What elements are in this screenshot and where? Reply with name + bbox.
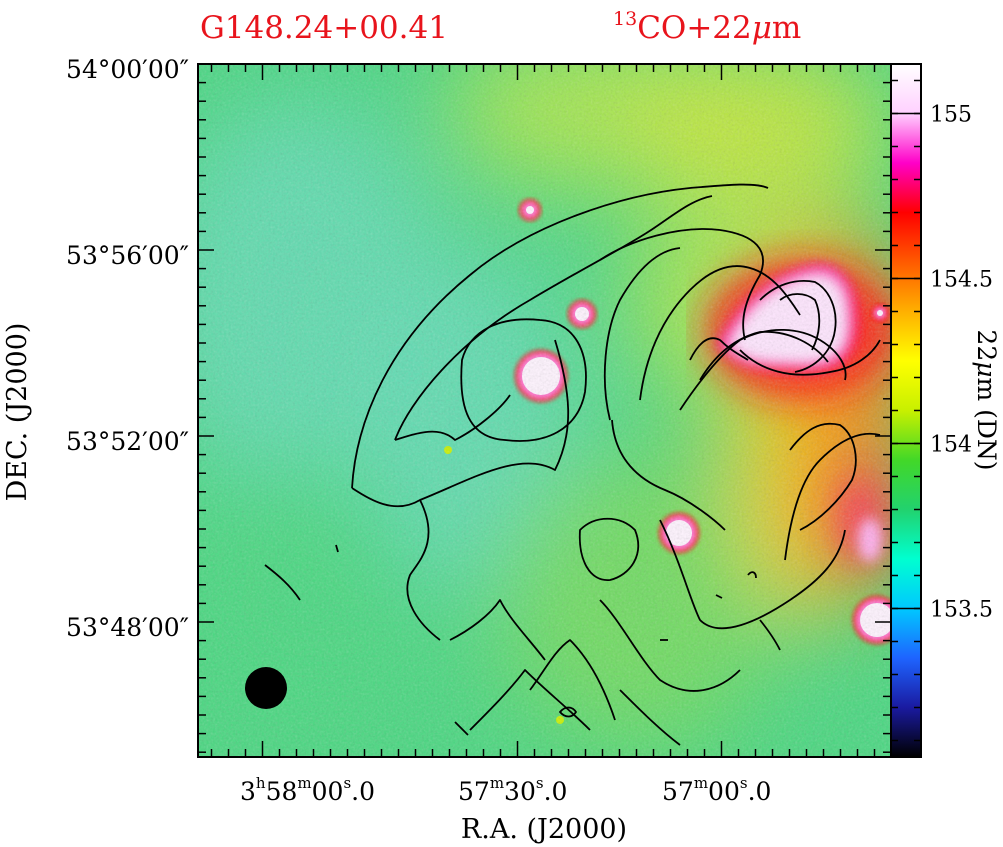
contour-line bbox=[699, 331, 829, 381]
x-tick-label: 3h58m00s.0 bbox=[240, 774, 375, 806]
contour-line bbox=[747, 571, 757, 579]
contour-line bbox=[394, 195, 713, 441]
x-tick-h-unit: h bbox=[256, 774, 266, 792]
x-tick-label: 57m00s.0 bbox=[662, 774, 771, 806]
image-noise bbox=[198, 64, 891, 757]
y-tick-label: 54°00′00″ bbox=[66, 55, 189, 84]
title-unit: m bbox=[772, 10, 801, 46]
contour-line bbox=[659, 519, 846, 630]
y-tick-label: 53°48′00″ bbox=[66, 613, 189, 642]
x-axis-label: R.A. (J2000) bbox=[461, 814, 627, 845]
colorbar-label-mu: μ bbox=[972, 361, 1001, 377]
contour-line bbox=[619, 689, 681, 746]
contour-line bbox=[739, 339, 881, 376]
colorbar-tick-labels: 155 154.5 154 153.5 bbox=[930, 103, 993, 623]
y-tick-labels: 54°00′00″ 53°56′00″ 53°52′00″ 53°48′00″ bbox=[66, 55, 189, 642]
contour-line bbox=[419, 339, 570, 501]
x-tick-s-unit: s bbox=[536, 774, 544, 792]
title-tracers-main: CO+22 bbox=[637, 10, 752, 46]
contour-line bbox=[639, 265, 801, 401]
x-tick-minutes: 58 bbox=[266, 777, 298, 806]
colorbar-label-main: 22 bbox=[972, 329, 1001, 361]
image-panel bbox=[198, 64, 891, 757]
y-tick-label: 53°52′00″ bbox=[66, 427, 189, 456]
beam-marker bbox=[245, 667, 287, 709]
x-tick-fraction: 0 bbox=[756, 777, 772, 806]
contour-line bbox=[715, 594, 723, 599]
x-tick-minutes: 57 bbox=[662, 777, 694, 806]
x-tick-s-unit: s bbox=[343, 774, 351, 792]
x-tick-fraction: 0 bbox=[359, 777, 375, 806]
contour-line bbox=[335, 544, 339, 553]
contour-line bbox=[784, 432, 881, 561]
contour-line bbox=[578, 517, 640, 581]
title-tracers: 13CO+22μm bbox=[613, 8, 801, 46]
contour-line bbox=[789, 422, 857, 531]
x-tick-m-unit: m bbox=[694, 774, 708, 792]
contour-line bbox=[603, 247, 681, 421]
x-tick-m-unit: m bbox=[490, 774, 504, 792]
colorbar-tick-label: 153.5 bbox=[930, 598, 993, 623]
colorbar-label: 22μm (DN) bbox=[972, 329, 1001, 470]
contour-line bbox=[454, 721, 469, 736]
x-tick-minutes: 57 bbox=[458, 777, 490, 806]
contour-line bbox=[264, 564, 301, 601]
x-tick-label: 57m30s.0 bbox=[458, 774, 567, 806]
contour-line bbox=[469, 669, 591, 731]
colorbar-tick-label: 154 bbox=[930, 433, 972, 458]
contour-line bbox=[689, 337, 749, 361]
contour-line bbox=[351, 183, 769, 489]
title-source: G148.24+00.41 bbox=[200, 10, 448, 46]
contour-line bbox=[351, 487, 441, 641]
contour-line bbox=[779, 293, 821, 351]
y-axis-label: DEC. (J2000) bbox=[2, 323, 33, 502]
colorbar-ticks bbox=[891, 79, 921, 742]
x-tick-fraction: 0 bbox=[552, 777, 568, 806]
contour-line bbox=[529, 639, 616, 721]
contour-line bbox=[394, 394, 511, 441]
contour-line bbox=[759, 280, 837, 373]
contour-line bbox=[559, 706, 577, 718]
contour-line bbox=[759, 619, 781, 651]
x-tick-decimal: . bbox=[351, 777, 359, 806]
contour-line bbox=[679, 328, 847, 411]
x-tick-labels: 3h58m00s.0 57m30s.0 57m00s.0 bbox=[240, 774, 771, 806]
contour-line bbox=[599, 599, 741, 692]
x-tick-seconds: 30 bbox=[504, 777, 536, 806]
x-tick-hours: 3 bbox=[240, 777, 256, 806]
contour-line bbox=[460, 318, 587, 442]
co-contours bbox=[264, 183, 881, 746]
title-superscript: 13 bbox=[613, 8, 637, 30]
x-tick-m-unit: m bbox=[297, 774, 311, 792]
title-mu: μ bbox=[752, 10, 772, 46]
y-tick-label: 53°56′00″ bbox=[66, 241, 189, 270]
x-tick-seconds: 00 bbox=[312, 777, 344, 806]
frame-ticks bbox=[198, 63, 891, 757]
contour-line bbox=[599, 228, 764, 341]
x-tick-decimal: . bbox=[748, 777, 756, 806]
colorbar-label-unit: m (DN) bbox=[972, 377, 1001, 470]
colorbar-tick-label: 155 bbox=[930, 103, 972, 128]
colorbar-tick-label: 154.5 bbox=[930, 268, 993, 293]
x-tick-s-unit: s bbox=[740, 774, 748, 792]
contour-line bbox=[611, 419, 726, 531]
x-tick-seconds: 00 bbox=[708, 777, 740, 806]
contour-line bbox=[449, 599, 546, 661]
x-tick-decimal: . bbox=[544, 777, 552, 806]
